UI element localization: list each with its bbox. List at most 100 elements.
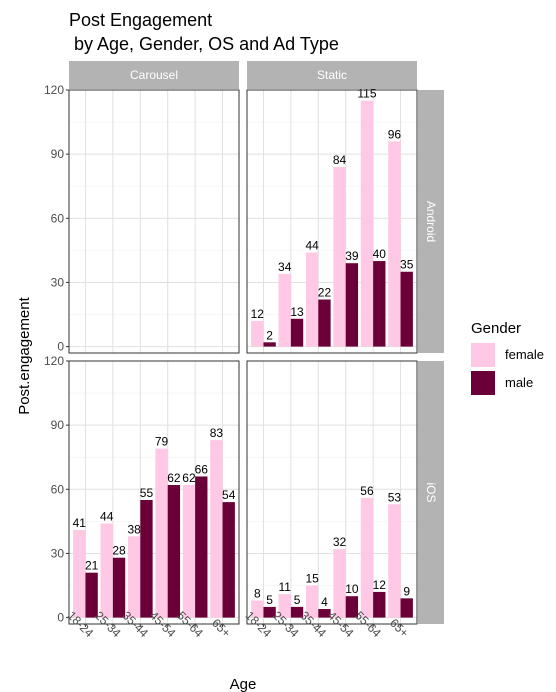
panel-static-ios: 8 11 15 32 56 53 5 5 4 10 12 9 [246, 360, 418, 625]
panel-border [246, 360, 418, 625]
bar-female [360, 497, 374, 618]
legend-key-male [471, 371, 495, 395]
x-axis-title: Age [230, 676, 257, 692]
bar-male [290, 318, 304, 347]
bar-label-female: 56 [360, 484, 374, 498]
facet-strip-static [247, 61, 417, 89]
facet-strip-label: Android [424, 201, 438, 242]
bar-label-female: 44 [305, 239, 319, 253]
bar-label-female: 15 [305, 572, 319, 586]
bar-label-male: 22 [318, 286, 332, 300]
y-tick-label: 0 [57, 611, 64, 625]
bar-label-male: 5 [266, 593, 273, 607]
bar-male [345, 263, 359, 347]
panel-border [246, 89, 418, 354]
chart-title-line2: by Age, Gender, OS and Ad Type [69, 34, 339, 54]
legend-key-female [471, 343, 495, 367]
bar-label-female: 44 [100, 510, 114, 524]
bar-male [400, 598, 413, 618]
bar-label-female: 11 [278, 580, 291, 594]
bar-female [182, 485, 196, 618]
facet-strip-label: Static [317, 68, 347, 82]
bar-label-male: 39 [345, 249, 359, 263]
bar-label-female: 84 [333, 153, 347, 167]
panel-border [68, 89, 240, 354]
facet-strip-ios [418, 361, 444, 624]
y-tick-label: 30 [51, 546, 65, 560]
bar-female [305, 252, 319, 347]
chart-title-line1: Post Engagement [69, 10, 212, 30]
panels: Carousel StaticAndroidiOS0306090120123444… [44, 61, 444, 640]
bar-female [127, 536, 141, 618]
y-tick-label: 90 [51, 418, 65, 432]
facet-strip-android [418, 90, 444, 353]
bar-label-female: 8 [254, 586, 261, 600]
bar-label-male: 62 [167, 471, 181, 485]
legend-label-female: female [505, 347, 544, 362]
panel-static-android: 12 34 44 84 115 96 2 13 22 39 40 35 [246, 87, 418, 354]
bar-female [388, 504, 401, 618]
bar-label-male: 40 [373, 247, 387, 261]
facet-strip-label: iOS [424, 482, 438, 502]
bar-label-male: 35 [400, 258, 414, 272]
bar-female [210, 440, 223, 618]
bar-male [140, 499, 153, 618]
bar-label-female: 32 [333, 535, 347, 549]
bar-male [373, 261, 386, 347]
bar-label-male: 9 [403, 584, 410, 598]
bar-female [278, 594, 291, 618]
bar-male [400, 271, 413, 347]
bar-label-female: 38 [127, 522, 141, 536]
bar-label-male: 13 [290, 305, 304, 319]
bar-label-female: 34 [278, 260, 292, 274]
bar-male [167, 485, 181, 618]
bar-label-male: 54 [222, 488, 236, 502]
bar-label-male: 21 [85, 559, 99, 573]
bar-female [305, 585, 319, 618]
bar-male [195, 476, 208, 618]
bar-female [251, 600, 264, 618]
y-tick-label: 30 [51, 275, 65, 289]
bar-label-male: 4 [321, 595, 328, 609]
bar-label-female: 41 [73, 516, 87, 530]
bar-female [388, 141, 401, 347]
panel-background [68, 89, 240, 354]
bar-female [333, 166, 346, 347]
y-tick-label: 120 [44, 354, 64, 368]
bar-label-female: 115 [357, 87, 376, 101]
bar-female [100, 523, 113, 618]
bar-male [85, 572, 98, 618]
facet-strip-carousel [69, 61, 239, 89]
y-tick-label: 0 [57, 340, 64, 354]
legend-label-male: male [505, 375, 533, 390]
legend: Gender female male [471, 320, 544, 395]
bar-male [373, 591, 386, 618]
bar-male [290, 606, 304, 618]
bar-female [251, 320, 264, 347]
bar-label-female: 83 [210, 426, 224, 440]
bar-male [263, 606, 276, 618]
bar-male [222, 502, 235, 618]
bar-male [345, 596, 359, 618]
bar-female [73, 529, 86, 618]
bar-label-female: 53 [388, 490, 402, 504]
bar-label-female: 12 [251, 307, 265, 321]
bar-label-male: 28 [112, 544, 126, 558]
legend-title: Gender [471, 320, 521, 337]
bar-male [318, 299, 331, 347]
bar-label-female: 79 [155, 435, 169, 449]
y-axis-title: Post.engagement [16, 296, 33, 414]
bar-female [333, 549, 346, 618]
bar-female [360, 100, 374, 347]
panel-border [68, 360, 240, 625]
bar-label-male: 5 [294, 593, 301, 607]
bar-label-male: 55 [140, 486, 154, 500]
bar-male [318, 609, 331, 618]
bar-female [278, 273, 291, 347]
bar-male [263, 342, 276, 347]
bar-male [112, 557, 126, 618]
y-tick-label: 60 [51, 211, 65, 225]
bar-label-male: 2 [266, 328, 273, 342]
